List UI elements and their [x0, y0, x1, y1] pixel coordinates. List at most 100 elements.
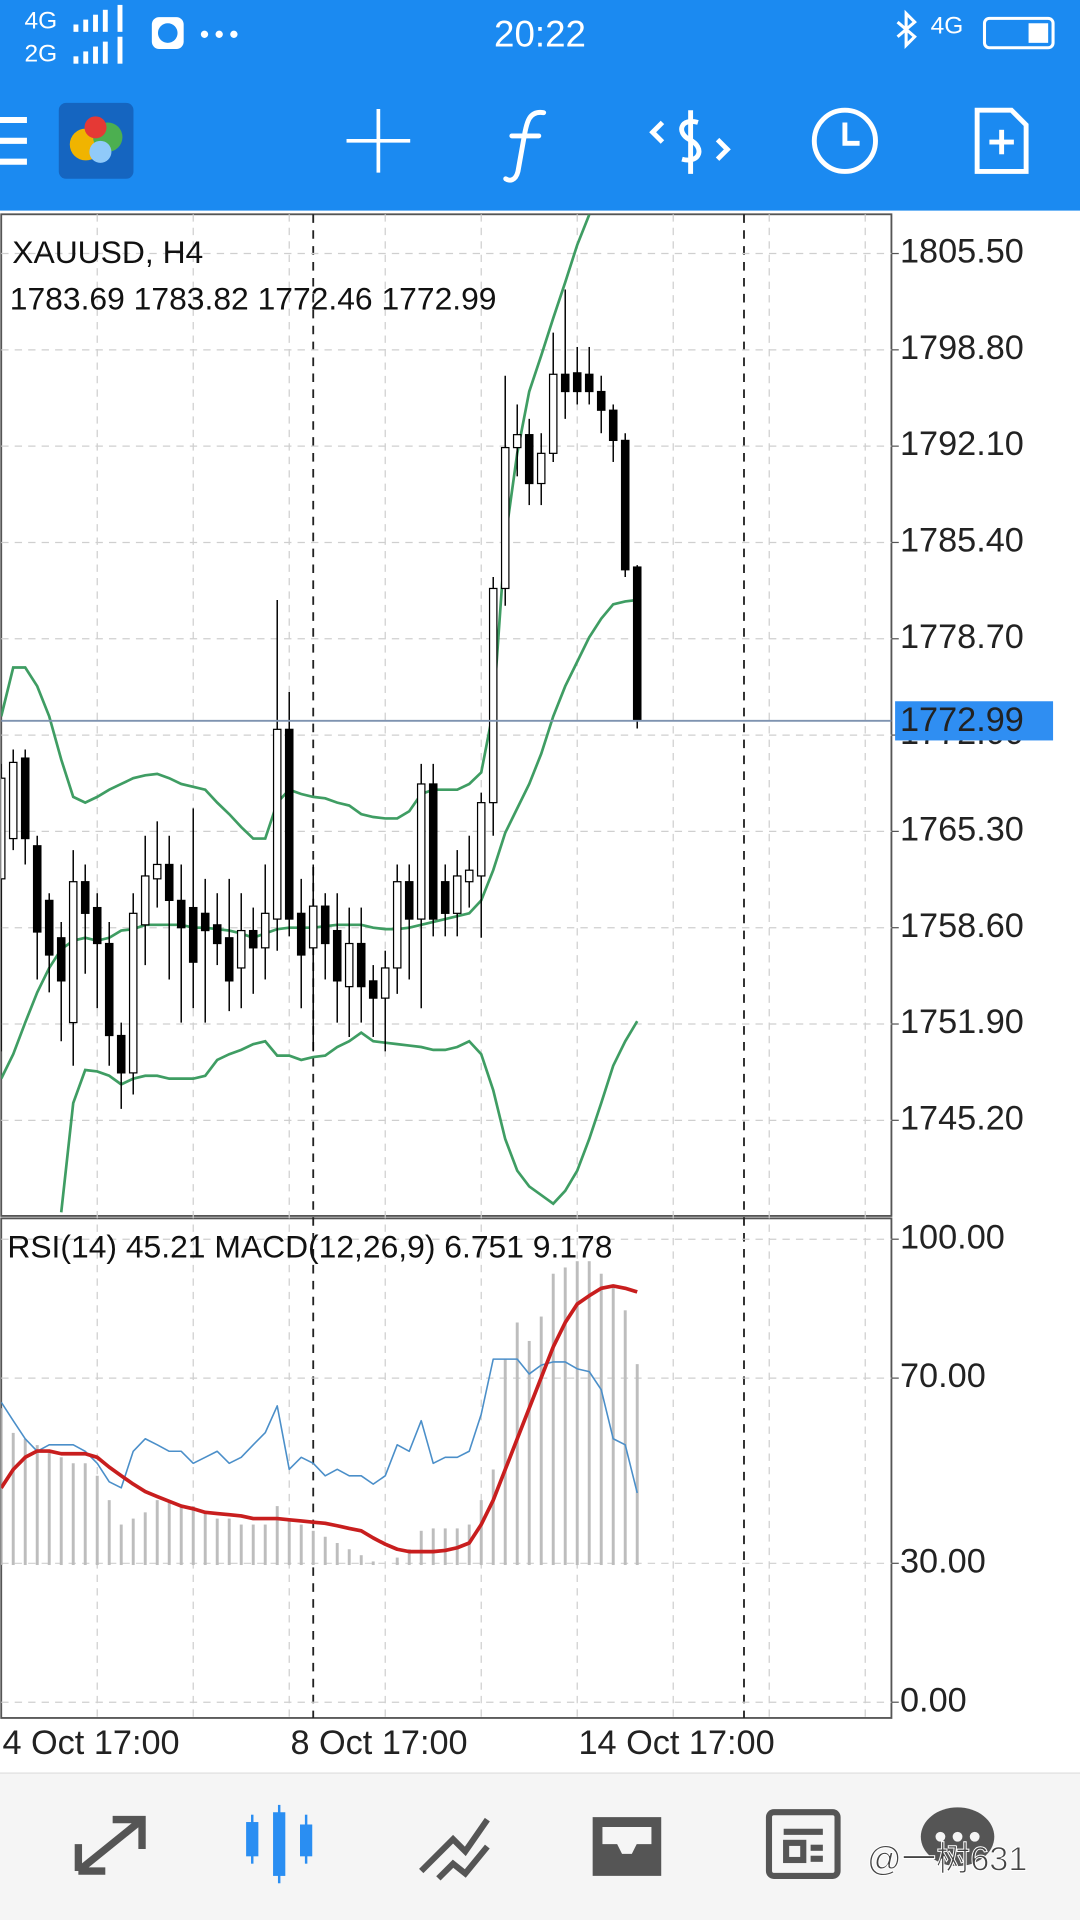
- candle-body: [380, 967, 390, 999]
- histogram-bar: [275, 1506, 279, 1566]
- candle-body: [632, 566, 642, 722]
- crosshair-button[interactable]: [346, 108, 411, 173]
- news-tab[interactable]: [765, 1809, 841, 1879]
- candle-body: [1, 777, 6, 880]
- histogram-bar: [491, 1469, 495, 1566]
- histogram-bar: [503, 1359, 507, 1566]
- histogram-bar: [83, 1463, 87, 1566]
- candle-body: [188, 906, 198, 963]
- histogram-bar: [11, 1432, 15, 1566]
- y-tick-label: 1778.70: [900, 618, 1024, 656]
- candle-body: [8, 761, 18, 840]
- new-order-button[interactable]: [974, 107, 1029, 174]
- period-button[interactable]: [811, 107, 878, 174]
- network-label: 4G: [931, 12, 964, 39]
- candle-body: [32, 845, 42, 933]
- histogram-bar: [215, 1518, 219, 1566]
- candle-body: [560, 373, 570, 393]
- battery-level: [1028, 23, 1049, 43]
- candle-body: [296, 912, 306, 956]
- histogram-bar: [191, 1506, 195, 1566]
- histogram-bar: [143, 1512, 147, 1566]
- y-tick-label: 1805.50: [900, 233, 1024, 271]
- candle-body: [416, 783, 426, 920]
- trade-button[interactable]: [649, 110, 731, 174]
- app-logo[interactable]: [58, 102, 134, 179]
- candle-body: [572, 372, 582, 393]
- histogram-bar: [623, 1310, 627, 1566]
- candle-body: [608, 409, 618, 442]
- candle-body: [392, 881, 402, 969]
- candle-body: [404, 881, 414, 920]
- candle-body: [524, 434, 534, 485]
- plot-area: [1, 214, 642, 1213]
- indicator-chart: 0.00 30.00 70.00 100.00: [1, 1218, 1005, 1719]
- menu-button[interactable]: [0, 116, 27, 165]
- histogram-bar: [527, 1340, 531, 1566]
- histogram-bar: [443, 1528, 447, 1566]
- y-tick-label: 1765.30: [900, 810, 1024, 848]
- candle-body: [164, 863, 174, 902]
- histogram-bar: [23, 1438, 27, 1566]
- candle-body: [212, 924, 222, 945]
- histogram-bar: [323, 1536, 327, 1566]
- candle-body: [140, 875, 150, 926]
- chart-tab[interactable]: [246, 1804, 313, 1884]
- y-tick-label: 1751.90: [900, 1003, 1024, 1041]
- chart-subtitle: 1783.69 1783.82 1772.46 1772.99: [10, 281, 497, 317]
- candle-body: [92, 906, 102, 945]
- histogram-bar: [107, 1500, 111, 1566]
- x-tick-label: 14 Oct 17:00: [578, 1724, 774, 1762]
- histogram-bar: [575, 1261, 579, 1566]
- globe-icon: [157, 23, 178, 43]
- candle-body: [20, 757, 30, 840]
- candle-body: [128, 912, 138, 1074]
- candle-body: [440, 881, 450, 914]
- histogram-bar: [431, 1528, 435, 1566]
- candle-body: [200, 912, 210, 932]
- y-tick-label: 30.00: [900, 1542, 986, 1580]
- indicator-title: RSI(14) 45.21 MACD(12,26,9) 6.751 9.178: [7, 1228, 612, 1264]
- bottom-nav: [0, 1773, 1080, 1920]
- histogram-bar: [59, 1457, 63, 1566]
- trade-tab[interactable]: [419, 1817, 490, 1881]
- candle-body: [236, 929, 246, 969]
- candle-body: [284, 728, 294, 920]
- histogram-bar: [311, 1530, 315, 1566]
- chart-title: XAUUSD, H4: [12, 234, 203, 270]
- candle-body: [428, 783, 438, 920]
- histogram-bar: [227, 1518, 231, 1566]
- histogram-bar: [635, 1364, 639, 1566]
- candle-body: [272, 728, 282, 920]
- histogram-bar: [599, 1273, 603, 1566]
- x-tick-label: 8 Oct 17:00: [290, 1724, 467, 1762]
- candle-body: [476, 802, 486, 877]
- histogram-bar: [263, 1524, 267, 1566]
- x-tick-label: 4 Oct 17:00: [2, 1724, 179, 1762]
- candle-body: [368, 980, 378, 999]
- band-line: [59, 1020, 639, 1213]
- histogram-bar: [299, 1524, 303, 1566]
- more-icon: [200, 30, 238, 38]
- histogram-bar: [407, 1549, 411, 1566]
- histogram-bar: [239, 1524, 243, 1566]
- histogram-bar: [167, 1500, 171, 1566]
- history-tab[interactable]: [592, 1817, 662, 1876]
- histogram-bar: [539, 1316, 543, 1566]
- histogram-bar: [155, 1500, 159, 1566]
- candle-body: [44, 899, 54, 956]
- candle-body: [536, 452, 546, 485]
- chat-tab[interactable]: [920, 1807, 995, 1867]
- y-tick-label: 1792.10: [900, 425, 1024, 463]
- histogram-bar: [71, 1463, 75, 1566]
- candle-body: [500, 446, 510, 590]
- indicators-button[interactable]: [503, 109, 547, 183]
- histogram-bar: [35, 1445, 39, 1566]
- clock: 20:22: [494, 13, 586, 54]
- candle-body: [56, 937, 66, 982]
- histogram-bar: [47, 1451, 51, 1566]
- candle-body: [464, 869, 474, 883]
- histogram-bar: [563, 1267, 567, 1566]
- quotes-tab[interactable]: [74, 1815, 146, 1875]
